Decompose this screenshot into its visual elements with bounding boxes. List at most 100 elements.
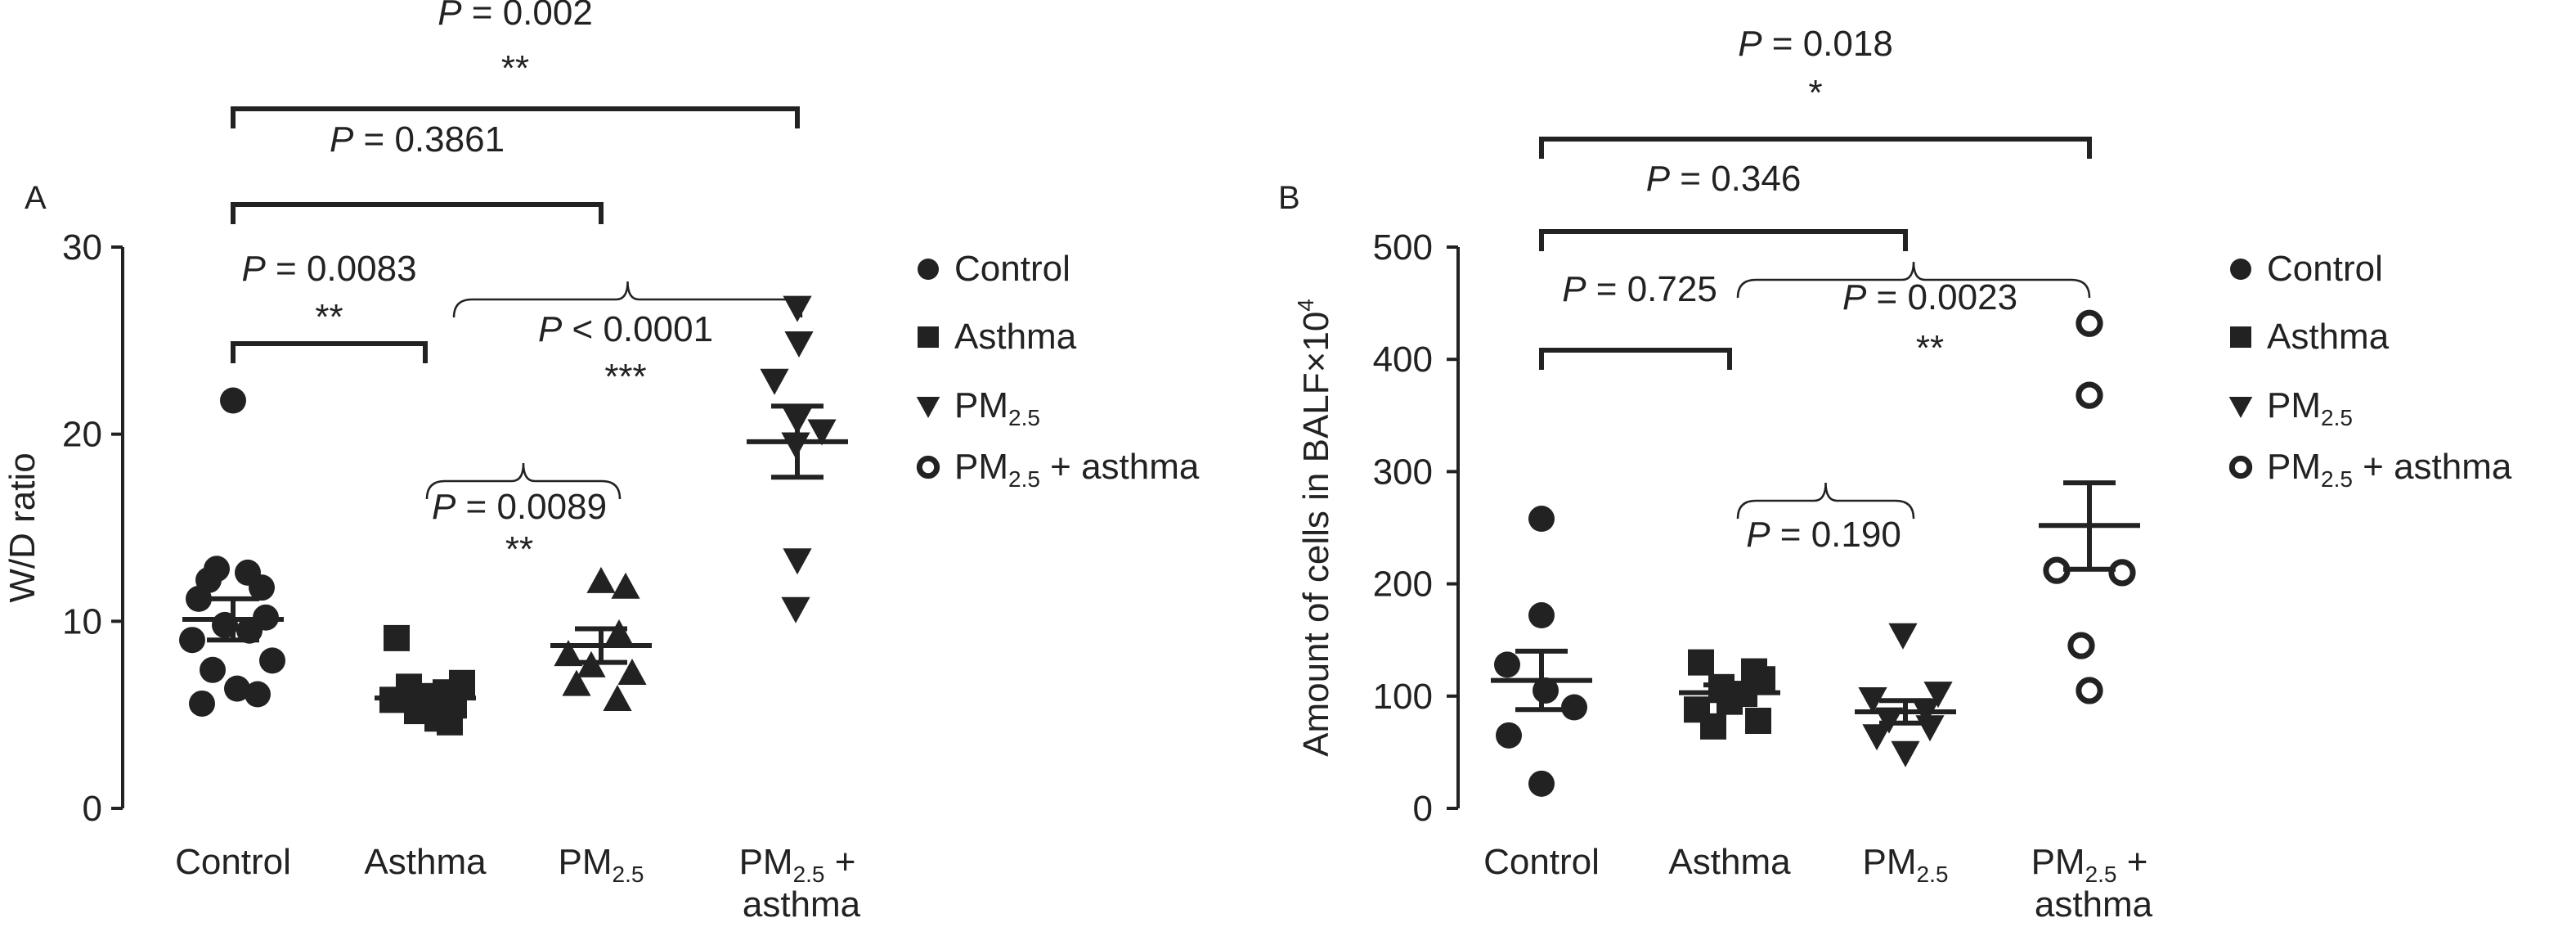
data-point	[2076, 381, 2103, 409]
data-point	[1496, 722, 1522, 749]
comparison-brace	[1736, 482, 1915, 520]
x-category-label-line2: asthma	[2035, 884, 2153, 925]
y-tick-label: 400	[1373, 340, 1433, 380]
data-point	[1494, 651, 1520, 678]
data-point	[1923, 682, 1953, 709]
data-point	[1858, 686, 1887, 713]
legend-entry: PM2.5 + asthma	[2267, 447, 2512, 492]
significance-stars: ***	[604, 357, 646, 397]
p-value-label: P = 0.018	[1738, 24, 1893, 64]
group-3	[747, 295, 848, 623]
x-category-label: Control	[175, 842, 291, 882]
p-value-label: P = 0.002	[438, 0, 593, 33]
significance-stars: **	[315, 297, 343, 337]
data-point	[617, 658, 647, 685]
legend-entry: PM2.5	[2267, 385, 2353, 430]
panel-label: A	[25, 180, 47, 216]
comparison-brace	[425, 462, 622, 500]
data-point	[603, 684, 632, 711]
data-point	[179, 627, 205, 654]
data-point	[586, 566, 616, 593]
legend-entry: Asthma	[954, 317, 1077, 357]
y-tick-label: 100	[1373, 677, 1433, 717]
legend-marker	[2228, 396, 2253, 418]
y-tick-label: 500	[1373, 227, 1433, 268]
legend-marker	[916, 455, 940, 479]
comparison-bracket	[231, 106, 800, 128]
data-point	[611, 572, 640, 599]
legend-marker	[916, 396, 940, 418]
data-point	[783, 548, 812, 575]
p-value-label: P = 0.3861	[330, 119, 505, 160]
legend-entry: Control	[954, 249, 1070, 289]
data-point	[1688, 649, 1714, 676]
data-point	[2067, 632, 2095, 659]
legend-entry: Control	[2267, 249, 2383, 289]
group-1	[1679, 649, 1780, 740]
x-category-label: Asthma	[1668, 842, 1791, 882]
x-category-label: PM2.5	[559, 842, 644, 887]
panel-b: B 0 100 200 300 400 500 Amount of cells in BALF…	[1278, 24, 2512, 925]
p-value-label: P = 0.346	[1646, 159, 1802, 199]
data-point	[1528, 770, 1555, 797]
group-2	[550, 566, 652, 711]
data-point	[1888, 623, 1918, 650]
legend-entry: PM2.5	[954, 385, 1040, 430]
group-0	[179, 387, 285, 717]
y-tick-label: 0	[83, 789, 102, 829]
data-point	[249, 574, 275, 601]
x-category-label: PM2.5 +	[2031, 842, 2148, 887]
p-value-label: P = 0.0023	[1842, 277, 2017, 317]
y-axis-title: Amount of cells in BALF×104	[1293, 299, 1336, 757]
data-point	[220, 387, 246, 414]
data-point	[224, 675, 250, 702]
y-tick-label: 30	[62, 227, 102, 268]
group-2	[1855, 623, 1956, 767]
data-point	[1862, 724, 1892, 751]
panel-a: A 0 10 20 30 W/D ratio Control Asthma PM2.5 PM2.5…	[2, 0, 1200, 925]
group-1	[375, 624, 476, 736]
data-point	[236, 617, 263, 644]
legend-entry: Asthma	[2267, 317, 2390, 357]
data-point	[2076, 677, 2103, 704]
comparison-bracket	[231, 202, 604, 224]
legend-entry: PM2.5 + asthma	[954, 447, 1200, 492]
data-point	[1915, 715, 1945, 742]
y-axis-title: W/D ratio	[2, 452, 43, 602]
data-point	[1745, 707, 1771, 734]
comparison-bracket	[1539, 229, 1908, 251]
legend-marker	[2228, 455, 2253, 479]
x-category-label: PM2.5	[1863, 842, 1949, 887]
comparison-bracket	[1539, 137, 2092, 159]
significance-stars: **	[1916, 328, 1944, 368]
comparison-brace	[1736, 261, 2091, 299]
data-point	[2076, 309, 2103, 337]
p-value-label: P < 0.0001	[538, 309, 713, 349]
y-tick-label: 200	[1373, 565, 1433, 605]
p-value-label: P = 0.0083	[241, 249, 416, 289]
comparison-bracket	[1539, 348, 1732, 370]
data-point	[189, 690, 215, 717]
p-value-label: P = 0.725	[1562, 269, 1717, 309]
legend-marker	[918, 326, 939, 348]
data-point	[437, 709, 463, 736]
legend-marker	[918, 259, 939, 280]
x-category-label: PM2.5 +	[739, 842, 856, 887]
data-point	[186, 585, 212, 612]
data-point	[784, 331, 814, 358]
comparison-bracket	[231, 341, 428, 363]
y-tick-label: 20	[62, 415, 102, 455]
data-point	[200, 656, 226, 683]
significance-stars: *	[1808, 73, 1822, 113]
x-category-label-line2: asthma	[743, 884, 861, 925]
data-point	[781, 596, 810, 623]
y-tick-label: 10	[62, 601, 102, 641]
x-category-label: Asthma	[364, 842, 487, 882]
data-point	[554, 640, 583, 667]
significance-stars: **	[501, 48, 529, 88]
group-0	[1491, 506, 1592, 797]
data-point	[760, 368, 789, 395]
data-point	[562, 669, 591, 696]
data-point	[604, 619, 634, 646]
